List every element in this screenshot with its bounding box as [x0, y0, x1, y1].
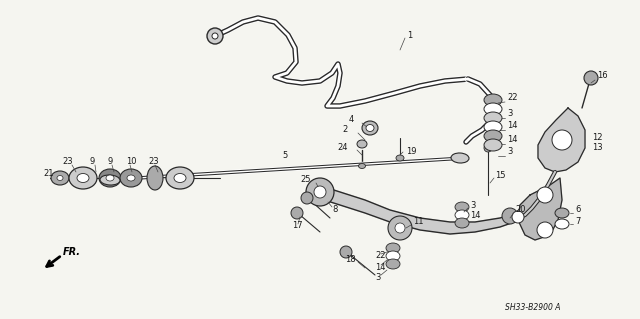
Text: 22: 22: [375, 251, 385, 261]
Text: 5: 5: [282, 152, 287, 160]
Circle shape: [340, 246, 352, 258]
Ellipse shape: [386, 251, 400, 261]
Ellipse shape: [69, 167, 97, 189]
Ellipse shape: [120, 169, 142, 187]
Text: 10: 10: [126, 158, 136, 167]
Text: 19: 19: [406, 147, 417, 157]
Circle shape: [291, 207, 303, 219]
Ellipse shape: [484, 103, 502, 115]
Text: 21: 21: [43, 169, 54, 179]
Ellipse shape: [357, 140, 367, 148]
Ellipse shape: [484, 121, 502, 133]
Text: SH33-B2900 A: SH33-B2900 A: [505, 302, 561, 311]
Text: 8: 8: [332, 205, 337, 214]
Text: 9: 9: [90, 158, 95, 167]
Circle shape: [484, 144, 492, 152]
Circle shape: [584, 71, 598, 85]
Circle shape: [552, 130, 572, 150]
Ellipse shape: [455, 210, 469, 220]
Ellipse shape: [366, 124, 374, 131]
Ellipse shape: [484, 94, 502, 106]
Ellipse shape: [484, 139, 502, 151]
Text: 18: 18: [345, 256, 356, 264]
Circle shape: [301, 192, 313, 204]
Text: 14: 14: [470, 211, 481, 219]
Ellipse shape: [51, 171, 69, 185]
Ellipse shape: [386, 259, 400, 269]
Text: 14: 14: [507, 136, 518, 145]
Text: 11: 11: [413, 218, 424, 226]
Ellipse shape: [484, 112, 502, 124]
Ellipse shape: [555, 219, 569, 229]
Text: 1: 1: [407, 32, 412, 41]
Circle shape: [207, 28, 223, 44]
Circle shape: [537, 222, 553, 238]
Ellipse shape: [455, 202, 469, 212]
Text: 9: 9: [108, 158, 113, 167]
Ellipse shape: [106, 175, 114, 181]
Ellipse shape: [100, 175, 120, 185]
Ellipse shape: [451, 153, 469, 163]
Ellipse shape: [358, 164, 365, 168]
Text: 7: 7: [575, 218, 580, 226]
Text: 14: 14: [375, 263, 385, 271]
Text: 3: 3: [507, 109, 513, 118]
Ellipse shape: [396, 155, 404, 161]
Ellipse shape: [57, 175, 63, 181]
Text: 3: 3: [470, 201, 476, 210]
Ellipse shape: [77, 174, 89, 182]
Text: 17: 17: [292, 220, 303, 229]
Ellipse shape: [555, 208, 569, 218]
Text: 4: 4: [349, 115, 355, 124]
Polygon shape: [318, 185, 535, 234]
Circle shape: [395, 223, 405, 233]
Polygon shape: [538, 108, 585, 172]
Text: 3: 3: [375, 273, 380, 283]
Ellipse shape: [455, 218, 469, 228]
Ellipse shape: [174, 174, 186, 182]
Polygon shape: [518, 178, 562, 240]
Ellipse shape: [362, 121, 378, 135]
Text: 16: 16: [597, 71, 607, 80]
Ellipse shape: [147, 166, 163, 190]
Text: 14: 14: [507, 122, 518, 130]
Text: 23: 23: [62, 158, 72, 167]
Text: 12: 12: [592, 133, 602, 143]
Circle shape: [502, 208, 518, 224]
Text: 23: 23: [148, 158, 159, 167]
Circle shape: [314, 186, 326, 198]
Text: 3: 3: [507, 147, 513, 157]
Text: FR.: FR.: [63, 247, 81, 257]
Circle shape: [306, 178, 334, 206]
Circle shape: [212, 33, 218, 39]
Text: 20: 20: [515, 205, 525, 214]
Text: 25: 25: [300, 175, 310, 184]
Text: 2: 2: [342, 125, 348, 135]
Text: 6: 6: [575, 205, 580, 214]
Ellipse shape: [127, 175, 135, 181]
Text: 15: 15: [495, 170, 506, 180]
Text: 22: 22: [507, 93, 518, 102]
Text: 24: 24: [337, 144, 348, 152]
Circle shape: [388, 216, 412, 240]
Circle shape: [537, 187, 553, 203]
Circle shape: [512, 211, 524, 223]
Ellipse shape: [386, 243, 400, 253]
Ellipse shape: [166, 167, 194, 189]
Ellipse shape: [99, 169, 121, 187]
Text: 13: 13: [592, 144, 603, 152]
Ellipse shape: [484, 130, 502, 142]
